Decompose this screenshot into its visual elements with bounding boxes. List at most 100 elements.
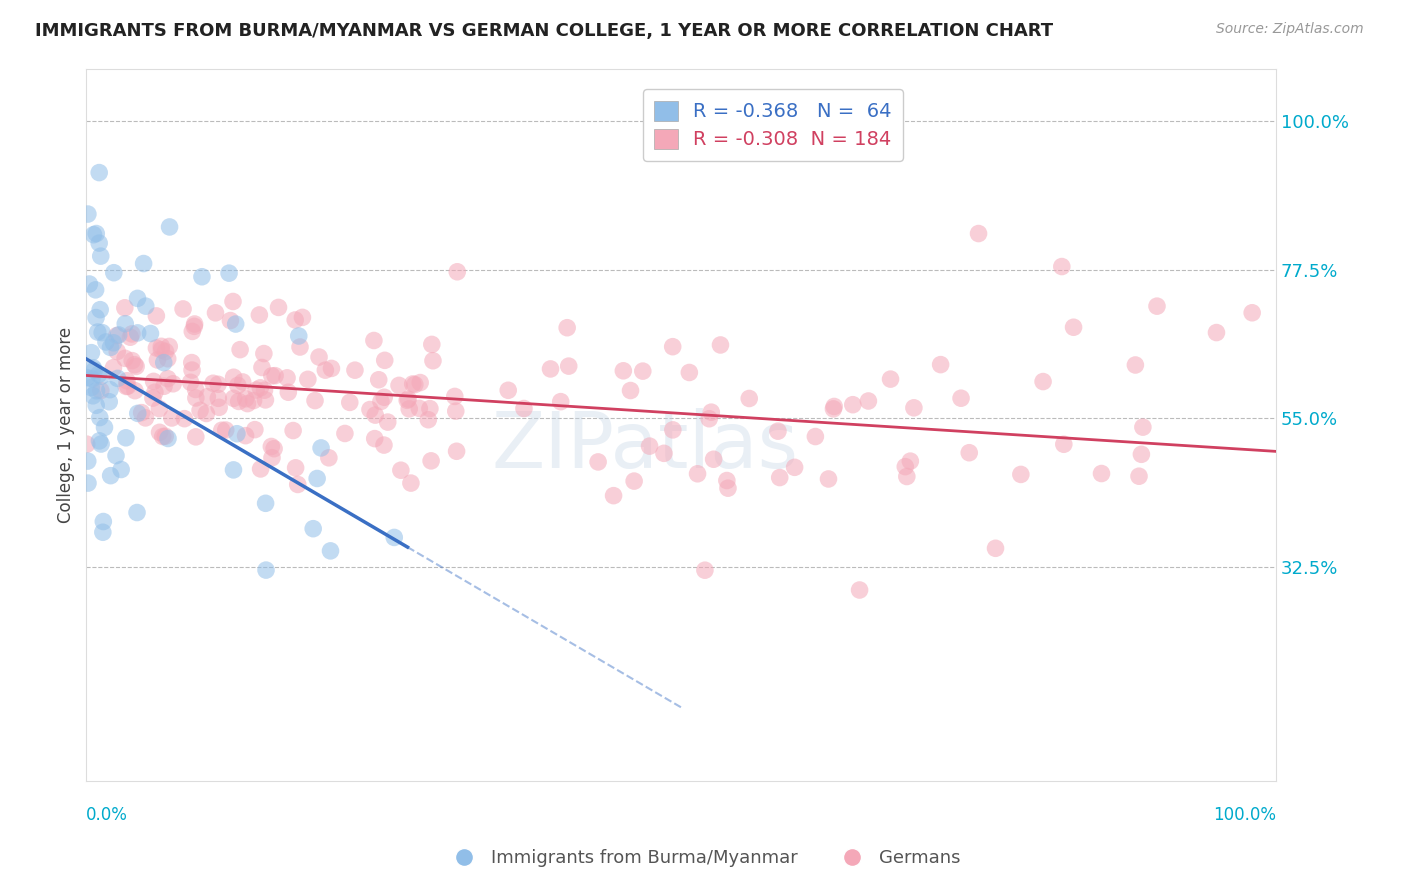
Point: [652, 446, 675, 460]
Point: [145, 309, 167, 323]
Point: [1010, 467, 1032, 482]
Point: [766, 424, 789, 438]
Point: [146, 353, 169, 368]
Point: [90, 369, 112, 384]
Point: [443, 389, 465, 403]
Point: [419, 401, 441, 416]
Point: [103, 335, 125, 350]
Point: [211, 423, 233, 437]
Point: [408, 401, 430, 416]
Point: [247, 308, 270, 322]
Point: [245, 383, 267, 397]
Text: ZIPatlas: ZIPatlas: [492, 409, 799, 484]
Point: [1053, 437, 1076, 451]
Point: [260, 450, 283, 465]
Point: [769, 470, 792, 484]
Point: [156, 372, 179, 386]
Point: [319, 544, 342, 558]
Point: [124, 358, 146, 372]
Point: [195, 390, 218, 404]
Point: [370, 394, 392, 409]
Point: [226, 426, 249, 441]
Point: [159, 219, 181, 234]
Point: [409, 376, 432, 390]
Point: [260, 440, 283, 454]
Point: [155, 344, 177, 359]
Point: [235, 428, 257, 442]
Point: [93, 420, 115, 434]
Point: [284, 313, 307, 327]
Point: [422, 353, 444, 368]
Point: [738, 392, 761, 406]
Point: [100, 340, 122, 354]
Point: [226, 378, 249, 392]
Point: [817, 472, 839, 486]
Point: [152, 356, 174, 370]
Point: [967, 227, 990, 241]
Point: [84, 283, 107, 297]
Point: [83, 227, 105, 242]
Point: [709, 338, 731, 352]
Point: [903, 401, 925, 415]
Point: [364, 408, 387, 422]
Point: [377, 415, 399, 429]
Point: [82, 389, 104, 403]
Point: [631, 364, 654, 378]
Point: [418, 413, 440, 427]
Point: [124, 384, 146, 398]
Point: [555, 320, 578, 334]
Point: [396, 393, 419, 408]
Point: [929, 358, 952, 372]
Point: [1241, 306, 1264, 320]
Point: [898, 454, 921, 468]
Point: [697, 411, 720, 425]
Point: [399, 476, 422, 491]
Point: [84, 227, 107, 241]
Point: [76, 454, 98, 468]
Text: 0.0%: 0.0%: [86, 806, 128, 824]
Point: [219, 313, 242, 327]
Point: [222, 294, 245, 309]
Point: [398, 401, 420, 416]
Point: [359, 402, 381, 417]
Point: [894, 459, 917, 474]
Point: [156, 351, 179, 366]
Point: [120, 330, 142, 344]
Point: [678, 366, 700, 380]
Point: [367, 373, 389, 387]
Point: [127, 291, 149, 305]
Point: [114, 301, 136, 315]
Point: [121, 353, 143, 368]
Point: [114, 317, 136, 331]
Point: [686, 467, 709, 481]
Point: [139, 326, 162, 341]
Point: [783, 460, 806, 475]
Point: [420, 337, 443, 351]
Point: [1063, 320, 1085, 334]
Point: [304, 393, 326, 408]
Point: [89, 434, 111, 448]
Point: [80, 345, 103, 359]
Point: [804, 429, 827, 443]
Point: [858, 394, 880, 409]
Point: [703, 452, 725, 467]
Point: [181, 325, 204, 339]
Point: [191, 269, 214, 284]
Point: [243, 423, 266, 437]
Point: [254, 496, 277, 510]
Point: [254, 563, 277, 577]
Point: [343, 363, 366, 377]
Point: [208, 401, 231, 415]
Point: [77, 207, 100, 221]
Point: [183, 319, 205, 334]
Point: [91, 515, 114, 529]
Point: [848, 582, 870, 597]
Point: [215, 423, 238, 437]
Point: [253, 383, 276, 397]
Point: [94, 334, 117, 349]
Point: [107, 371, 129, 385]
Point: [446, 265, 468, 279]
Point: [374, 353, 396, 368]
Point: [86, 325, 108, 339]
Point: [373, 438, 395, 452]
